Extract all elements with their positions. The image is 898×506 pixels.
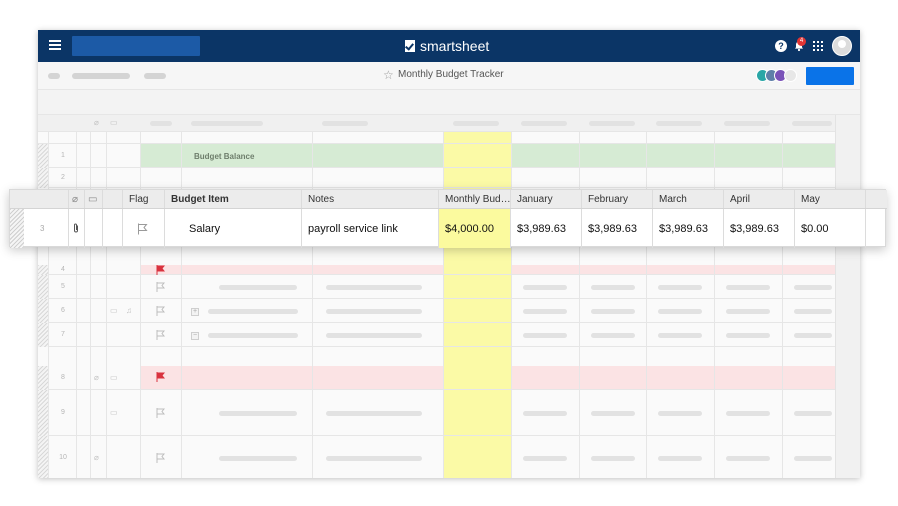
flag-icon[interactable] <box>156 408 165 418</box>
march-column-header[interactable]: March <box>653 190 724 208</box>
flag-icon[interactable] <box>156 265 165 275</box>
collaborator-avatar <box>784 69 797 82</box>
march-cell[interactable]: $3,989.63 <box>653 209 724 248</box>
search-box[interactable] <box>72 36 200 56</box>
may-cell[interactable]: $0.00 <box>795 209 866 248</box>
row-number: 2 <box>61 174 65 181</box>
menu-placeholder[interactable] <box>72 73 130 79</box>
comment-icon: ▭ <box>110 118 118 127</box>
yellow-cell <box>443 366 511 390</box>
share-button[interactable] <box>806 67 854 85</box>
table-row[interactable] <box>38 323 835 347</box>
flag-icon[interactable] <box>156 372 165 382</box>
hamburger-icon[interactable] <box>49 40 61 50</box>
help-icon[interactable]: ? <box>775 40 787 52</box>
focused-row-header: ⌀ ▭ Flag Budget Item Notes Monthly Bud… … <box>10 190 887 209</box>
grid-header-row <box>38 115 835 132</box>
expand-icon[interactable]: + <box>191 308 199 316</box>
table-row[interactable] <box>38 299 835 323</box>
table-row[interactable] <box>38 275 835 299</box>
flag-icon[interactable] <box>156 330 165 340</box>
sheet-header: ☆ Monthly Budget Tracker <box>38 62 860 90</box>
january-column-header[interactable]: January <box>511 190 582 208</box>
comment-icon[interactable]: ▭ <box>110 408 118 417</box>
sheet-title: Monthly Budget Tracker <box>398 69 504 80</box>
attachment-cell[interactable] <box>69 209 85 248</box>
budget-balance-label: Budget Balance <box>194 152 255 161</box>
row-handle[interactable]: 3 <box>10 209 69 248</box>
comment-cell[interactable] <box>85 209 103 248</box>
flag-icon[interactable] <box>137 223 148 235</box>
brand-logo[interactable]: smartsheet <box>405 37 489 55</box>
brand-name: smartsheet <box>420 38 490 54</box>
table-row[interactable] <box>38 390 835 436</box>
row-number: 10 <box>59 454 67 461</box>
menu-placeholder[interactable] <box>48 73 60 79</box>
toolbar <box>38 90 860 115</box>
focused-row[interactable]: 3 Salary payroll service link $4,000.00 … <box>10 209 887 248</box>
row-number: 8 <box>61 374 65 381</box>
table-row[interactable] <box>38 265 835 275</box>
reminder-column-header[interactable] <box>103 190 123 208</box>
sheet-grid: ⌀ ▭ 1 Budget Balance 2 4 <box>38 115 835 478</box>
comment-column-header[interactable]: ▭ <box>85 190 103 208</box>
budget-item-column-header[interactable]: Budget Item <box>165 190 302 208</box>
table-row[interactable] <box>38 366 835 390</box>
row-number: 1 <box>61 152 65 159</box>
row-number: 5 <box>61 283 65 290</box>
flag-column-header[interactable]: Flag <box>123 190 165 208</box>
vertical-scrollbar[interactable] <box>835 115 860 478</box>
apps-grid-icon[interactable] <box>812 40 824 52</box>
comment-icon: ▭ <box>88 193 98 205</box>
may-column-header[interactable]: May <box>795 190 866 208</box>
budget-item-cell[interactable]: Salary <box>165 209 302 248</box>
yellow-cell <box>443 144 511 168</box>
february-column-header[interactable]: February <box>582 190 653 208</box>
april-column-header[interactable]: April <box>724 190 795 208</box>
user-avatar[interactable] <box>832 36 852 56</box>
top-nav: smartsheet ? 4 <box>38 30 860 62</box>
monthly-budget-cell[interactable]: $4,000.00 <box>439 209 511 248</box>
reminder-cell[interactable] <box>103 209 123 248</box>
paperclip-icon <box>74 223 78 233</box>
comment-icon[interactable]: ▭ <box>110 306 118 315</box>
april-cell[interactable]: $3,989.63 <box>724 209 795 248</box>
attachment-column-header[interactable]: ⌀ <box>69 190 85 208</box>
flag-cell[interactable] <box>123 209 165 248</box>
menu-placeholder[interactable] <box>144 73 166 79</box>
table-row[interactable] <box>38 144 835 168</box>
notes-column-header[interactable]: Notes <box>302 190 439 208</box>
bell-icon[interactable]: ♫ <box>126 306 132 315</box>
row-number: 6 <box>61 307 65 314</box>
paperclip-icon: ⌀ <box>72 193 79 205</box>
collapse-icon[interactable]: − <box>191 332 199 340</box>
paperclip-icon[interactable]: ⌀ <box>94 373 99 382</box>
drag-handle[interactable] <box>10 209 24 248</box>
flag-icon[interactable] <box>156 306 165 316</box>
january-cell[interactable]: $3,989.63 <box>511 209 582 248</box>
star-icon[interactable]: ☆ <box>383 68 394 82</box>
row-header-cell <box>10 190 69 208</box>
notification-badge: 4 <box>797 37 806 46</box>
flag-icon[interactable] <box>156 453 165 463</box>
smartsheet-logo-icon <box>405 40 415 52</box>
yellow-cell <box>443 265 511 275</box>
row-number: 4 <box>61 266 65 273</box>
notes-cell[interactable]: payroll service link <box>302 209 439 248</box>
table-row[interactable] <box>38 168 835 188</box>
monthly-budget-column-header[interactable]: Monthly Bud… <box>439 190 511 208</box>
february-cell[interactable]: $3,989.63 <box>582 209 653 248</box>
row-number: 7 <box>61 331 65 338</box>
paperclip-icon: ⌀ <box>94 118 99 127</box>
row-number: 9 <box>61 409 65 416</box>
comment-icon[interactable]: ▭ <box>110 373 118 382</box>
monthly-budget-column-highlight <box>443 115 511 478</box>
paperclip-icon[interactable]: ⌀ <box>94 453 99 462</box>
row-number: 3 <box>40 224 45 233</box>
flag-icon[interactable] <box>156 282 165 292</box>
focused-row-card: ⌀ ▭ Flag Budget Item Notes Monthly Bud… … <box>9 189 887 248</box>
smartsheet-window: smartsheet ? 4 ☆ Monthly Budget Tracker <box>38 30 860 478</box>
